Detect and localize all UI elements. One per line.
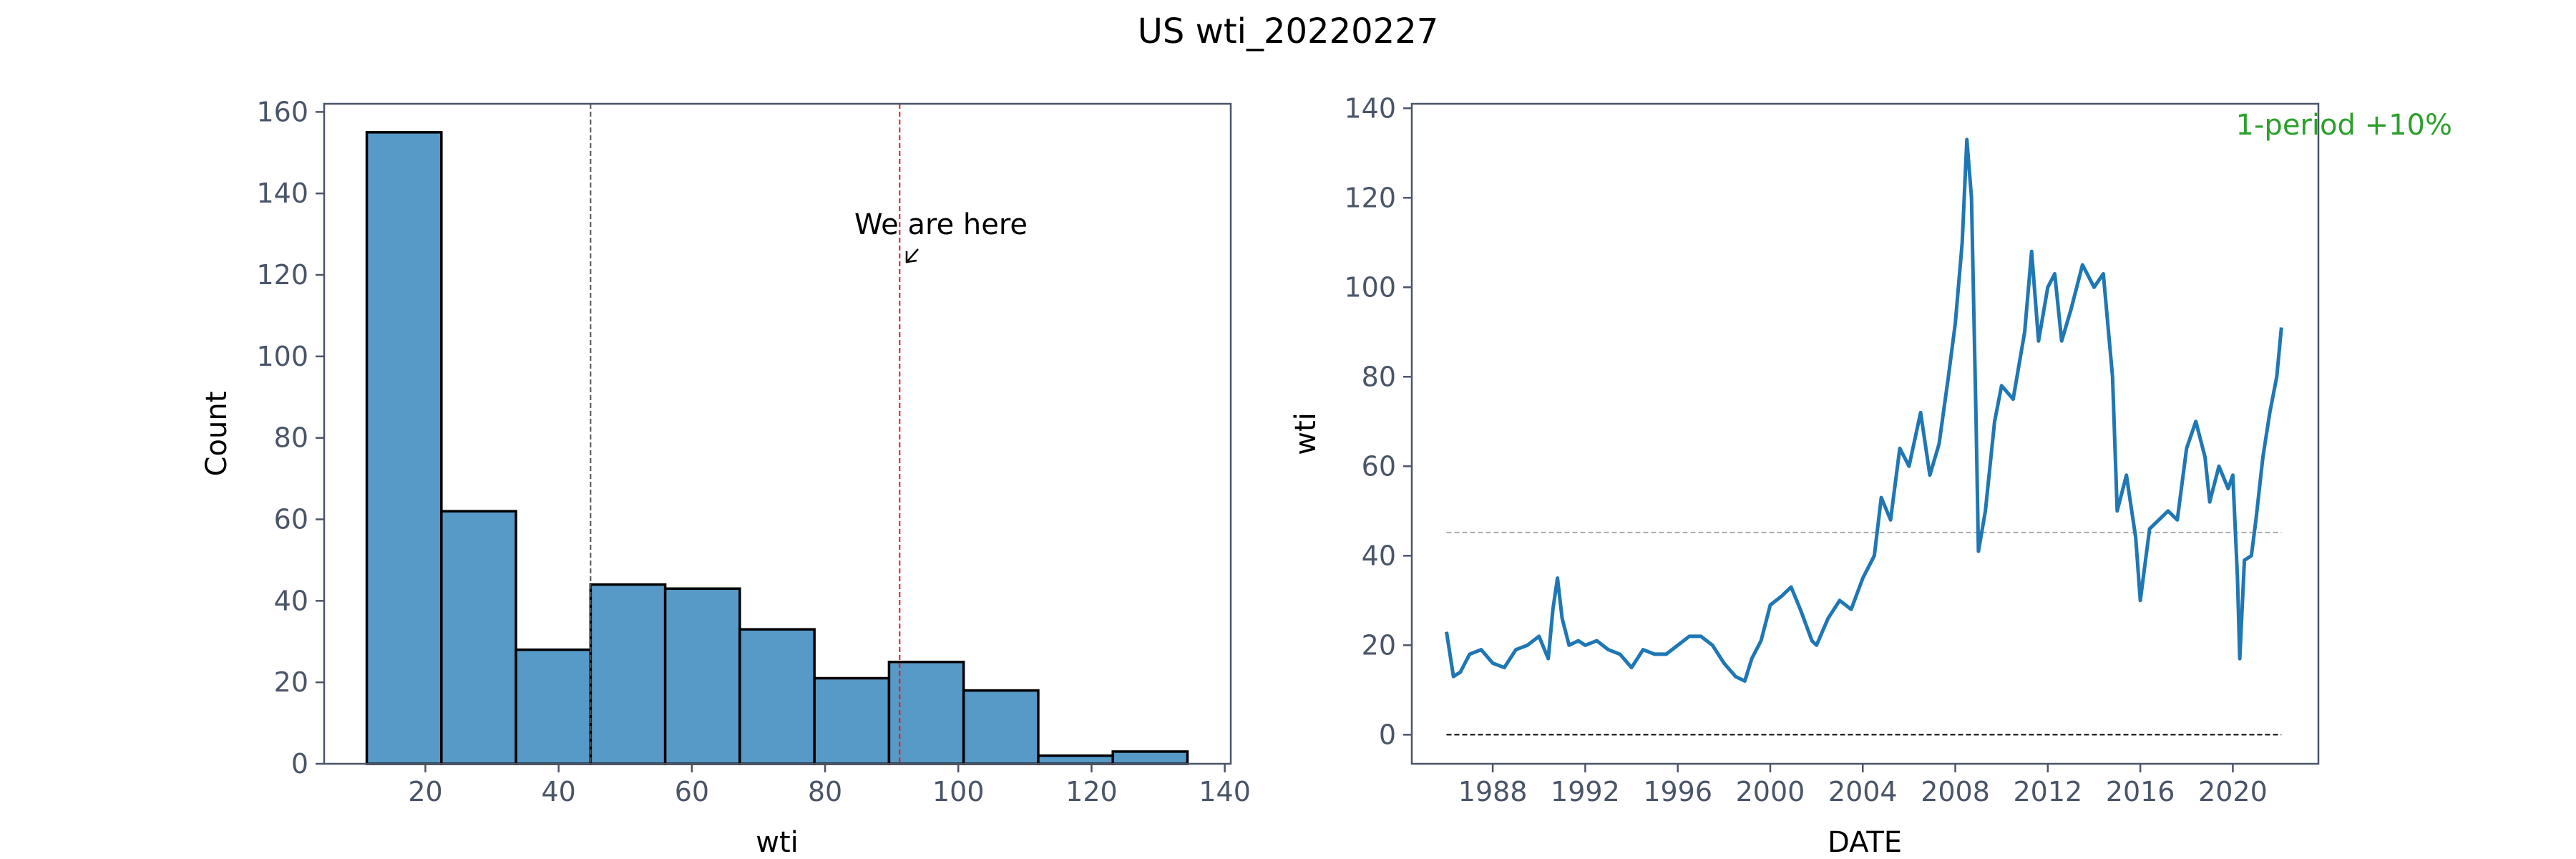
histogram-x-ticks: 20 40 60 80 100 120 140 — [408, 764, 1251, 807]
y-tick-label: 0 — [1379, 719, 1396, 750]
x-tick-label: 80 — [808, 776, 842, 807]
x-tick-label: 1996 — [1643, 776, 1712, 807]
x-tick-label: 40 — [542, 776, 576, 807]
period-change-annotation: 1-period +10% — [2236, 109, 2452, 142]
x-tick-label: 120 — [1065, 776, 1118, 807]
y-tick-label: 120 — [1344, 182, 1396, 213]
line-y-ticks: 0 20 40 60 80 100 120 140 — [1344, 92, 1412, 750]
y-tick-label: 100 — [1344, 271, 1396, 303]
x-tick-label: 140 — [1199, 776, 1251, 807]
wti-series-line — [1445, 137, 2283, 683]
histogram-bar — [813, 676, 891, 765]
histogram-bar — [663, 587, 741, 765]
y-tick-label: 60 — [274, 504, 308, 535]
histogram-y-ticks: 0 20 40 60 80 100 120 140 160 — [256, 96, 324, 780]
y-tick-label: 40 — [274, 585, 308, 616]
line-frame — [1410, 102, 2320, 765]
y-tick-label: 20 — [274, 666, 308, 698]
histogram-bar — [365, 131, 443, 765]
y-tick-label: 0 — [291, 748, 308, 780]
y-tick-label: 60 — [1362, 450, 1396, 482]
y-tick-label: 20 — [1362, 629, 1396, 661]
histogram-frame — [323, 102, 1232, 765]
histogram-bar — [589, 583, 667, 765]
line-reference-lines — [1446, 531, 2282, 736]
annotation-arrow — [905, 248, 919, 263]
line-x-axis-label: DATE — [1828, 826, 1902, 859]
histogram-bar — [738, 628, 816, 765]
y-tick-label: 80 — [1362, 361, 1396, 392]
we-are-here-annotation: We are here — [854, 208, 1028, 241]
line-chart: 1988 1992 1996 2000 2004 2008 2012 2016 2020 0 20… — [1289, 92, 2452, 859]
histogram-bar — [962, 689, 1040, 765]
histogram-bar — [440, 510, 517, 765]
y-tick-label: 100 — [256, 341, 308, 372]
x-tick-label: 1992 — [1551, 776, 1620, 807]
line-y-axis-label: wti — [1289, 412, 1322, 455]
histogram-bars — [365, 131, 1189, 765]
y-tick-label: 140 — [256, 178, 308, 209]
y-tick-label: 160 — [256, 96, 308, 127]
x-tick-label: 1988 — [1458, 776, 1528, 807]
figure-title: US wti_20220227 — [1138, 11, 1439, 52]
x-tick-label: 2012 — [2013, 776, 2082, 807]
x-tick-label: 20 — [408, 776, 442, 807]
x-tick-label: 60 — [675, 776, 709, 807]
line-x-ticks: 1988 1992 1996 2000 2004 2008 2012 2016 2020 — [1458, 764, 2268, 807]
histogram-bar — [514, 648, 592, 765]
histogram-bar — [887, 660, 965, 765]
histogram-bar — [1111, 750, 1189, 765]
histogram-x-axis-label: wti — [756, 826, 799, 859]
x-tick-label: 2000 — [1736, 776, 1805, 807]
x-tick-label: 2004 — [1828, 776, 1898, 807]
x-tick-label: 2008 — [1921, 776, 1990, 807]
x-tick-label: 2020 — [2198, 776, 2268, 807]
histogram-chart: 20 40 60 80 100 120 140 020406080100120140160 … — [200, 96, 1251, 859]
x-tick-label: 2016 — [2106, 776, 2175, 807]
y-tick-label: 80 — [274, 422, 308, 454]
x-tick-label: 100 — [932, 776, 985, 807]
y-tick-label: 120 — [256, 259, 308, 291]
y-tick-label: 40 — [1362, 540, 1396, 571]
histogram-bar — [1037, 754, 1114, 765]
y-tick-label: 140 — [1344, 92, 1396, 124]
histogram-y-axis-label: Count — [200, 392, 233, 477]
